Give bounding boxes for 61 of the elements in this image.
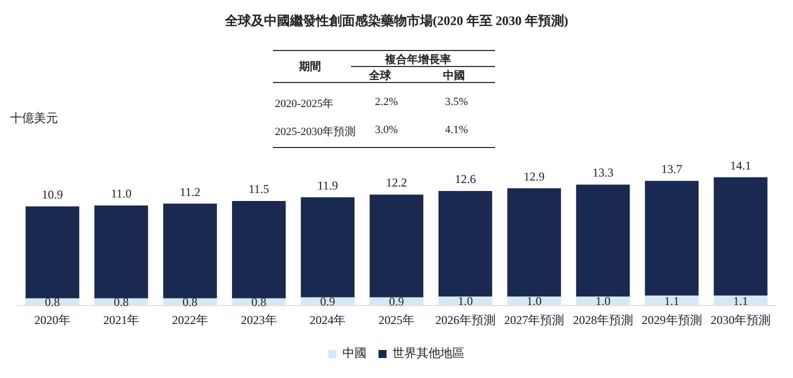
data-label: 0.9 <box>389 294 404 309</box>
text: 中國 <box>443 68 465 83</box>
total-label: 14.1 <box>730 158 752 172</box>
text: 3.0% <box>375 124 398 136</box>
x-tick-label: 2028年預測 <box>572 312 633 327</box>
x-tick-label: 2029年預測 <box>642 312 702 327</box>
total-label: 12.6 <box>454 172 476 186</box>
bar <box>26 206 80 298</box>
x-tick-label: 2030年預測 <box>710 312 771 327</box>
bar <box>576 296 630 306</box>
text: 期間 <box>299 60 321 74</box>
x-tick-label: 2026年預測 <box>435 312 496 327</box>
total-label: 13.7 <box>661 162 682 176</box>
bar <box>714 177 768 296</box>
text: 複合年增長率 <box>385 52 451 67</box>
legend-label: 中國 <box>342 346 366 360</box>
chart-title: 全球及中國繼發性創面感染藥物市場(2020 年至 2030 年預測) <box>224 12 570 30</box>
total-label: 11.2 <box>180 184 200 199</box>
x-tick-label: 2025年 <box>378 312 414 327</box>
bar <box>300 197 355 298</box>
y-axis-title: 十億美元 <box>10 110 58 127</box>
text: 全球 <box>369 68 391 83</box>
data-label: 0.8 <box>182 295 198 310</box>
total-label: 11.0 <box>110 186 132 201</box>
x-tick-label: 2024年 <box>310 312 346 327</box>
data-label: 0.8 <box>44 295 60 310</box>
bar <box>644 180 699 296</box>
text: 2.2% <box>375 96 398 108</box>
total-label: 10.9 <box>42 188 63 202</box>
data-label: 0.9 <box>320 294 336 309</box>
data-label: 1.1 <box>733 294 748 308</box>
bar <box>576 184 630 296</box>
data-label: 1.1 <box>664 294 680 308</box>
x-tick-label: 2021年 <box>103 312 140 327</box>
legend-label: 世界其他地區 <box>392 346 464 360</box>
text: 4.1% <box>445 124 468 136</box>
total-label: 12.9 <box>524 169 545 184</box>
text: 2025-2030年預測 <box>275 125 356 139</box>
total-label: 11.9 <box>317 178 338 192</box>
total-label: 13.3 <box>592 166 614 180</box>
bar <box>163 204 217 298</box>
x-tick-label: 2022年 <box>172 312 208 327</box>
total-label: 11.5 <box>248 182 270 196</box>
total-label: 12.2 <box>386 176 407 190</box>
bar <box>232 200 286 298</box>
text: 2020-2025年 <box>275 97 334 111</box>
x-tick-label: 2020年 <box>34 312 70 327</box>
data-label: 1.0 <box>526 294 542 308</box>
bar <box>644 296 699 306</box>
data-label: 0.8 <box>114 295 129 310</box>
bar <box>438 190 492 296</box>
x-tick-label: 2023年 <box>240 312 277 327</box>
bar <box>507 188 561 296</box>
x-tick-label: 2027年預測 <box>504 312 564 327</box>
data-label: 1.0 <box>595 294 610 308</box>
data-label: 0.8 <box>251 295 266 310</box>
bar <box>714 296 768 306</box>
text: 3.5% <box>445 96 468 108</box>
bar <box>94 206 148 298</box>
bar <box>370 194 424 298</box>
data-label: 1.0 <box>458 294 473 308</box>
